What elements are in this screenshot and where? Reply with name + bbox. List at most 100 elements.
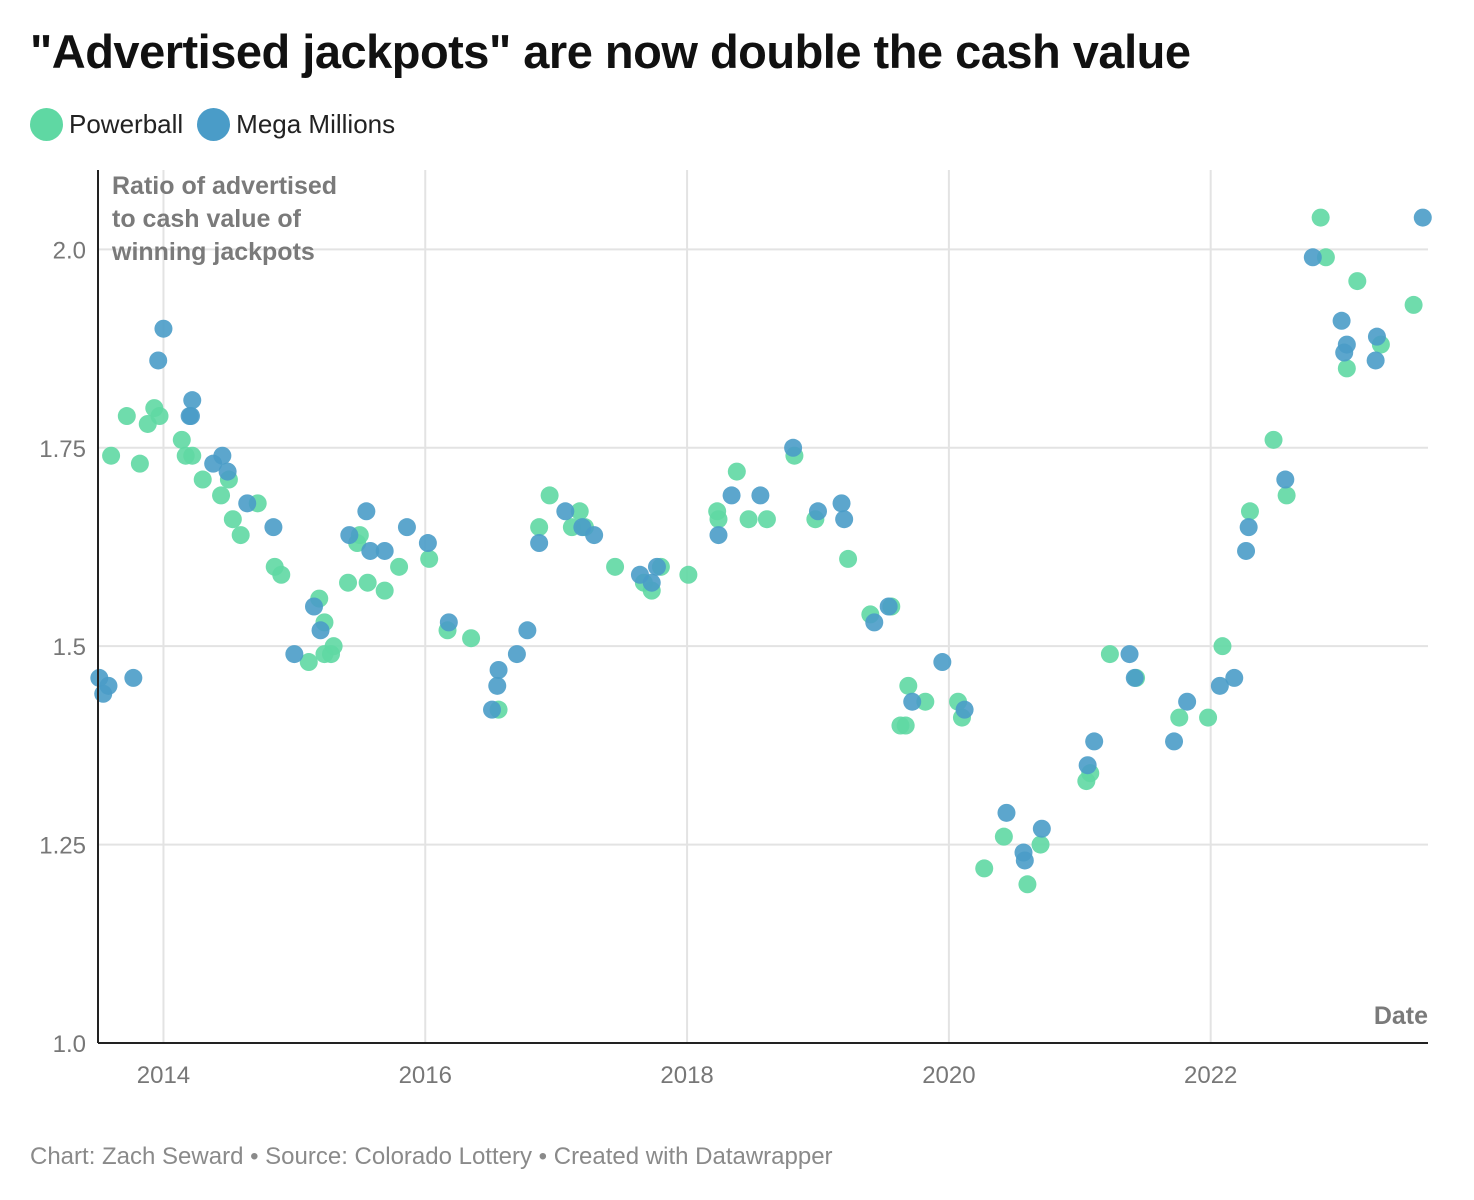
data-point-mega-millions [1332, 311, 1351, 330]
y-axis-ticks: 1.0 1.25 1.5 1.75 2.0 [39, 237, 86, 1058]
data-point-mega-millions [808, 502, 827, 521]
data-point-powerball [1311, 208, 1330, 227]
data-point-mega-millions [489, 660, 508, 679]
data-point-powerball [679, 565, 698, 584]
data-point-mega-millions [507, 645, 526, 664]
footer-separator: • [531, 1143, 554, 1170]
data-point-powerball [606, 557, 625, 576]
data-point-powerball [223, 510, 242, 529]
data-point-powerball [390, 557, 409, 576]
data-point-mega-millions [1237, 541, 1256, 560]
legend: Powerball Mega Millions [30, 108, 409, 141]
legend-label-mega-millions: Mega Millions [236, 109, 396, 139]
x-tick-label: 2020 [922, 1062, 975, 1089]
data-point-powerball [272, 565, 291, 584]
data-point-mega-millions [418, 534, 437, 553]
data-point-mega-millions [304, 597, 323, 616]
data-point-powerball [117, 407, 136, 426]
data-point-mega-millions [340, 526, 359, 545]
data-point-mega-millions [1210, 676, 1229, 695]
data-point-powerball [193, 470, 212, 489]
y-axis-title: Ratio of advertised to cash value of winni… [111, 172, 337, 266]
data-point-mega-millions [238, 494, 257, 513]
data-point-powerball [102, 446, 121, 465]
data-point-mega-millions [1015, 851, 1034, 870]
y-tick-label: 2.0 [53, 237, 86, 264]
data-point-powerball [1213, 637, 1232, 656]
data-point-powerball [420, 549, 439, 568]
data-point-mega-millions [357, 502, 376, 521]
data-point-powerball [530, 518, 549, 537]
data-point-mega-millions [439, 613, 458, 632]
data-point-mega-millions [835, 510, 854, 529]
data-point-mega-millions [483, 700, 502, 719]
y-axis-title-line: winning jackpots [111, 238, 315, 266]
data-point-powerball [727, 462, 746, 481]
data-point-powerball [1170, 708, 1189, 727]
data-point-powerball [709, 510, 728, 529]
data-point-mega-millions [832, 494, 851, 513]
gridlines [98, 170, 1428, 1043]
data-point-powerball [1199, 708, 1218, 727]
legend-item-powerball: Powerball [30, 108, 183, 141]
data-point-mega-millions [722, 486, 741, 505]
legend-item-mega-millions: Mega Millions [197, 108, 395, 141]
data-point-mega-millions [361, 541, 380, 560]
data-point-powerball [1240, 502, 1259, 521]
data-point-mega-millions [124, 668, 143, 687]
data-point-mega-millions [1165, 732, 1184, 751]
data-point-mega-millions [955, 700, 974, 719]
footer-tool: Created with Datawrapper [553, 1143, 833, 1170]
data-point-powerball [916, 692, 935, 711]
legend-dot-powerball [30, 108, 63, 141]
data-point-powerball [212, 486, 231, 505]
data-point-mega-millions [264, 518, 283, 537]
data-point-mega-millions [1125, 668, 1144, 687]
data-point-powerball [1100, 645, 1119, 664]
data-point-mega-millions [879, 597, 898, 616]
data-point-mega-millions [1276, 470, 1295, 489]
data-point-powerball [299, 653, 318, 672]
y-axis-title-line: Ratio of advertised [112, 172, 337, 200]
data-point-mega-millions [1239, 518, 1258, 537]
data-point-mega-millions [784, 438, 803, 457]
x-tick-label: 2016 [399, 1062, 452, 1089]
data-point-mega-millions [285, 645, 304, 664]
data-point-powerball [358, 573, 377, 592]
footer-source: Source: Colorado Lottery [265, 1143, 532, 1170]
data-point-mega-millions [530, 534, 549, 553]
x-tick-label: 2014 [137, 1062, 190, 1089]
data-point-mega-millions [1085, 732, 1104, 751]
data-point-mega-millions [751, 486, 770, 505]
data-point-powerball [130, 454, 149, 473]
data-point-powerball [1277, 486, 1296, 505]
data-point-mega-millions [997, 803, 1016, 822]
data-point-powerball [896, 716, 915, 735]
data-point-powerball [183, 446, 202, 465]
data-point-powerball [570, 502, 589, 521]
data-point-mega-millions [1078, 756, 1097, 775]
data-point-mega-millions [933, 653, 952, 672]
data-point-mega-millions [218, 462, 237, 481]
chart-title: "Advertised jackpots" are now double the… [30, 25, 1191, 78]
data-point-powerball [324, 637, 343, 656]
data-point-mega-millions [1303, 248, 1322, 267]
footer-separator: • [243, 1143, 266, 1170]
data-point-mega-millions [1337, 335, 1356, 354]
y-tick-label: 1.75 [39, 436, 86, 463]
data-point-powerball [231, 526, 250, 545]
data-point-powerball [339, 573, 358, 592]
data-point-mega-millions [1366, 351, 1385, 370]
x-tick-label: 2022 [1184, 1062, 1237, 1089]
data-point-powerball [1264, 430, 1283, 449]
data-point-mega-millions [647, 557, 666, 576]
data-point-mega-millions [1178, 692, 1197, 711]
y-tick-label: 1.5 [53, 634, 86, 661]
footer: Chart: Zach Seward • Source: Colorado Lo… [30, 1143, 833, 1171]
y-tick-label: 1.25 [39, 833, 86, 860]
data-point-mega-millions [1032, 819, 1051, 838]
data-point-powerball [1316, 248, 1335, 267]
footer-credit: Chart: Zach Seward [30, 1143, 244, 1170]
data-point-mega-millions [154, 319, 173, 338]
